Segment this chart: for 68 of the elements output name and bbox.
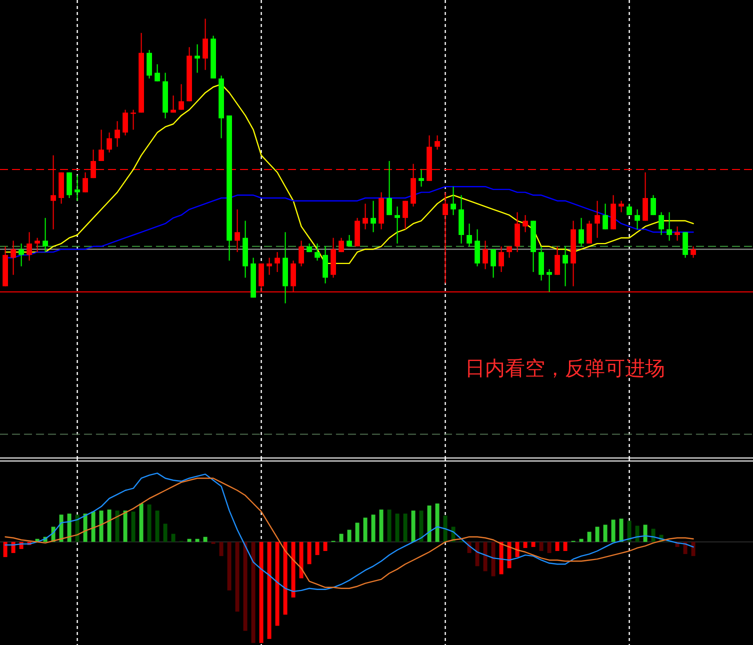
bar [307,542,312,564]
bar [363,518,368,542]
bar [139,504,144,542]
bar [587,532,592,542]
bar [275,542,280,626]
bar [131,512,136,542]
bar [227,542,232,590]
bar [411,510,416,542]
bar [515,542,520,558]
bar [387,510,392,542]
bar [579,538,584,542]
bar [443,516,448,542]
bar [235,542,240,612]
bar [91,512,96,542]
bar [147,504,152,542]
bar [267,542,272,639]
bar [691,542,696,556]
bar [315,542,320,556]
bar [643,524,648,542]
bar [619,518,624,542]
bar [427,506,432,542]
bar [507,542,512,568]
bar [187,538,192,542]
bar [635,526,640,542]
bar [3,542,8,558]
bar [83,514,88,542]
bar [539,542,544,551]
bar [419,510,424,542]
bar [195,538,200,542]
bar [339,534,344,542]
bar [59,514,64,542]
bar [595,526,600,542]
bar [555,542,560,551]
bar [435,504,440,542]
bar [603,524,608,542]
bar [291,542,296,598]
bar [171,534,176,542]
bar [163,524,168,542]
bar [347,530,352,542]
bar [491,542,496,576]
bar [371,514,376,542]
bar [403,514,408,542]
bar [259,542,264,643]
bar [115,510,120,542]
bar [355,522,360,542]
bar [531,542,536,547]
bar [219,542,224,556]
bar [323,542,328,551]
bar [155,510,160,542]
bar [123,510,128,542]
bar [611,520,616,542]
text: 日内看空，反弹可进场 [465,358,665,380]
bar [299,542,304,578]
bar [243,542,248,631]
bar [475,542,480,566]
bar [283,542,288,615]
bar [547,542,552,554]
bar [379,510,384,542]
bar [107,510,112,542]
bar [563,542,568,551]
bar [499,542,504,574]
bar [627,520,632,542]
bar [395,514,400,542]
bar [523,542,528,548]
bar [99,510,104,542]
bar [483,542,488,572]
bar [251,542,256,643]
bar [203,536,208,542]
